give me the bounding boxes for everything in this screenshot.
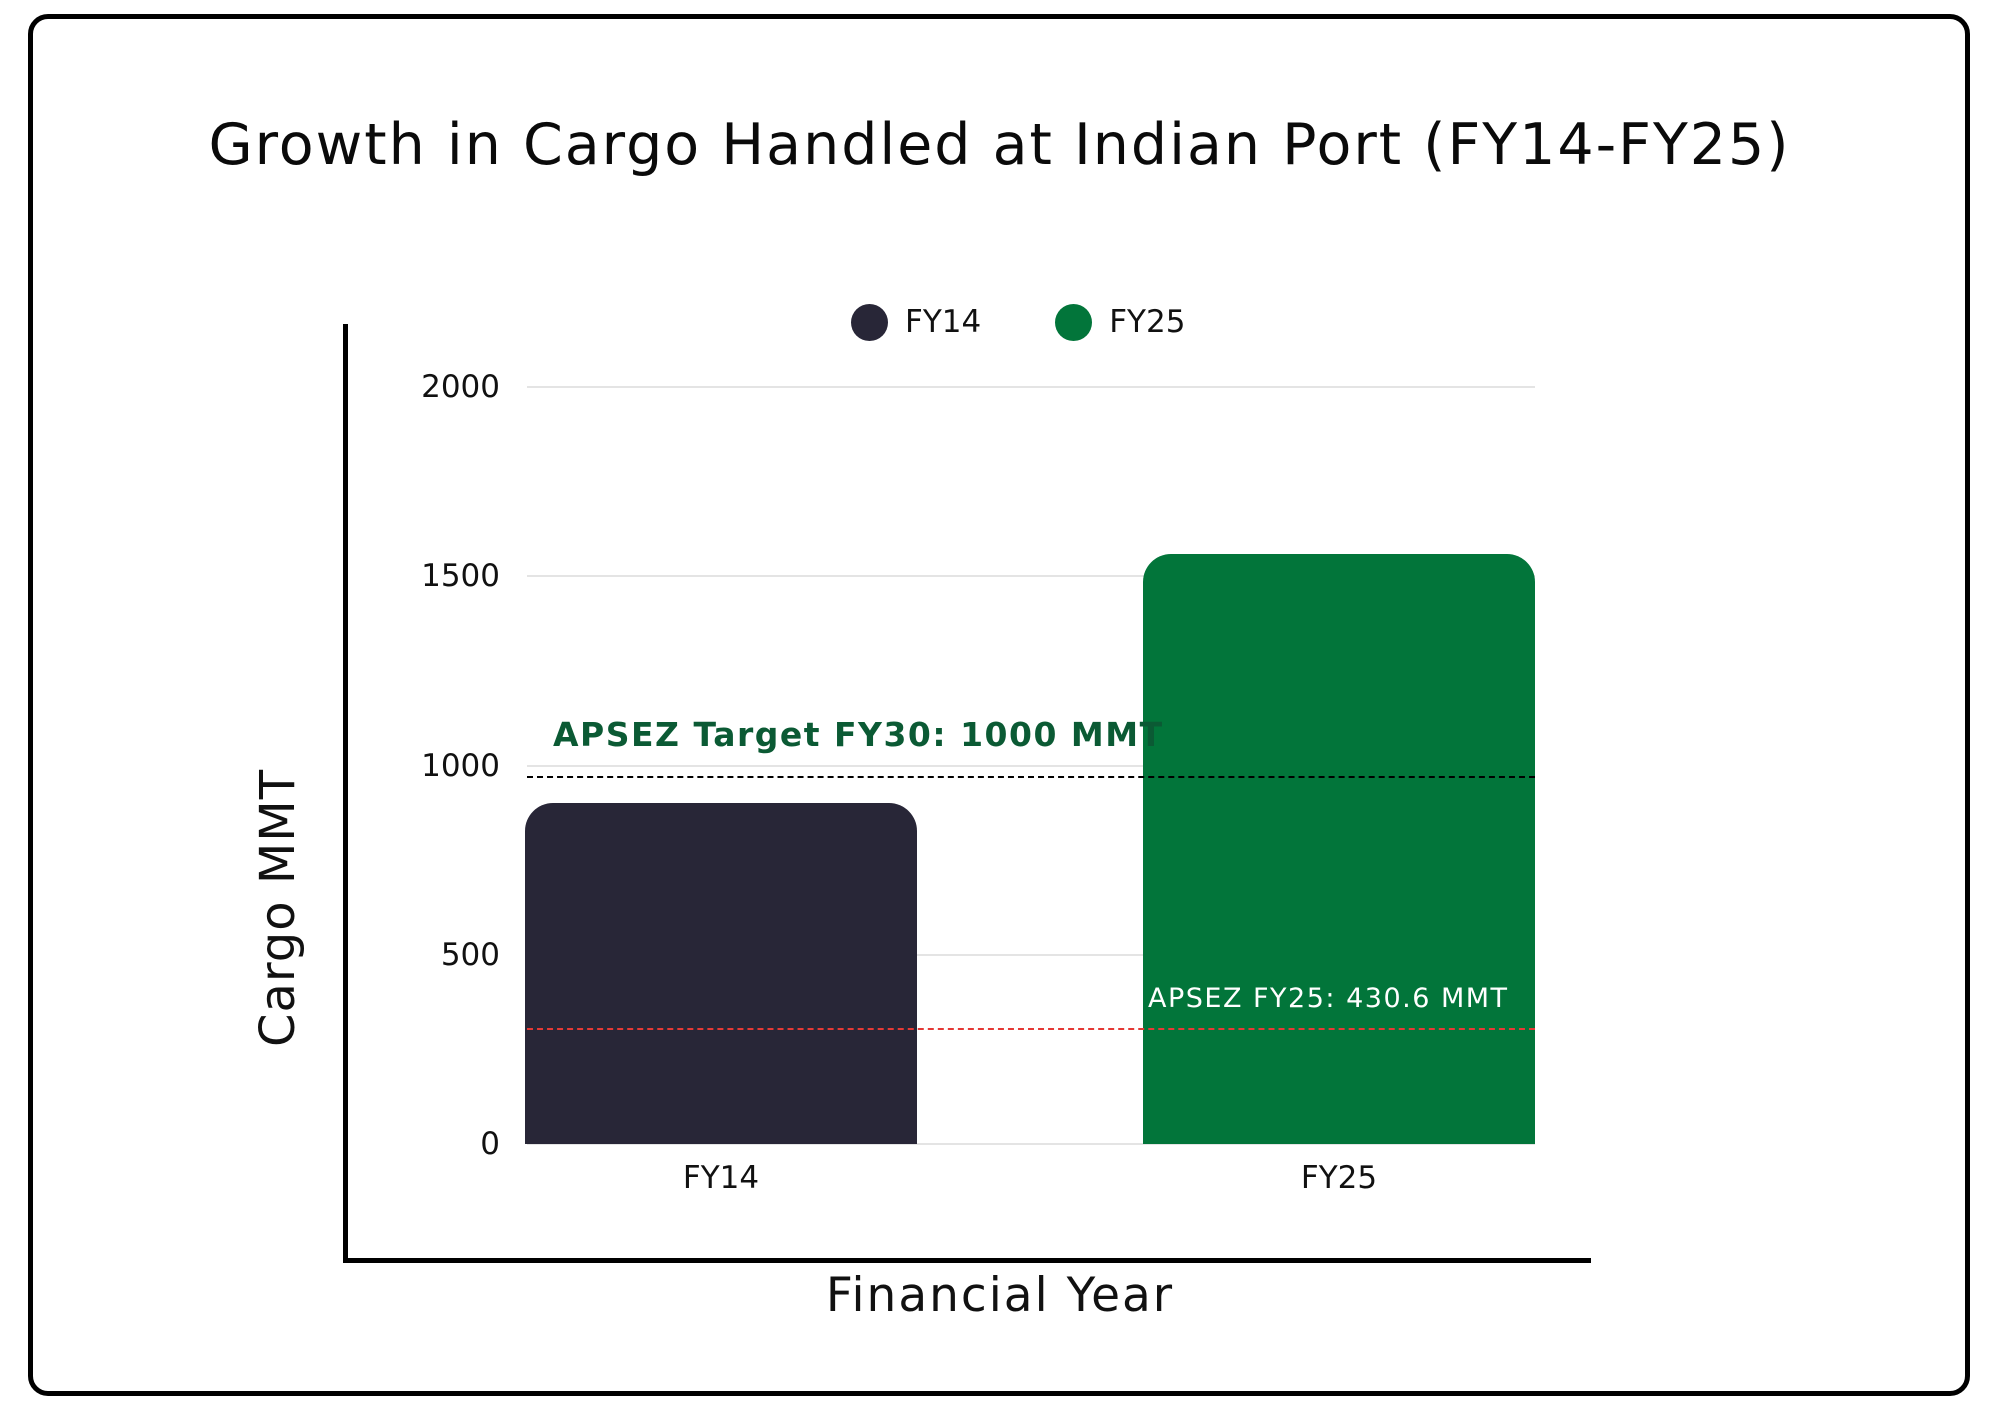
x-tick-label: FY14: [682, 1160, 760, 1196]
gridline: [527, 1143, 1535, 1145]
y-tick-label: 1000: [421, 747, 500, 784]
y-tick-label: 1500: [421, 558, 500, 595]
chart-frame: [28, 14, 1970, 1396]
chart-title: Growth in Cargo Handled at Indian Port (…: [208, 112, 1791, 178]
apsez-annotation-label: APSEZ FY25: 430.6 MMT: [1148, 983, 1509, 1014]
legend-dot-icon: [1055, 303, 1093, 341]
y-axis-label: Cargo MMT: [250, 768, 306, 1048]
bar-fy14[interactable]: [525, 803, 917, 1144]
y-axis-line: [343, 324, 348, 1263]
gridline: [527, 764, 1535, 767]
y-tick-label: 2000: [421, 369, 500, 405]
x-tick-label: FY25: [1300, 1160, 1378, 1196]
gridline: [527, 953, 1535, 956]
legend-label: FY25: [1109, 304, 1186, 340]
y-tick-label: 0: [480, 1126, 500, 1162]
apsez-reference-line: [527, 1027, 1535, 1030]
x-axis-label: Financial Year: [825, 1268, 1175, 1323]
y-tick-label: 500: [440, 936, 500, 973]
legend: FY14 FY25: [851, 302, 1259, 342]
legend-label: FY14: [905, 304, 982, 340]
gridline: [527, 575, 1535, 578]
legend-item-fy14[interactable]: FY14: [851, 303, 982, 341]
x-axis-line: [343, 1258, 1591, 1263]
target-annotation-label: APSEZ Target FY30: 1000 MMT: [553, 715, 1164, 754]
gridline: [527, 386, 1535, 388]
legend-item-fy25[interactable]: FY25: [1055, 303, 1186, 341]
bar-fy25[interactable]: [1143, 553, 1535, 1144]
target-reference-line: [527, 775, 1535, 778]
legend-dot-icon: [851, 303, 888, 341]
